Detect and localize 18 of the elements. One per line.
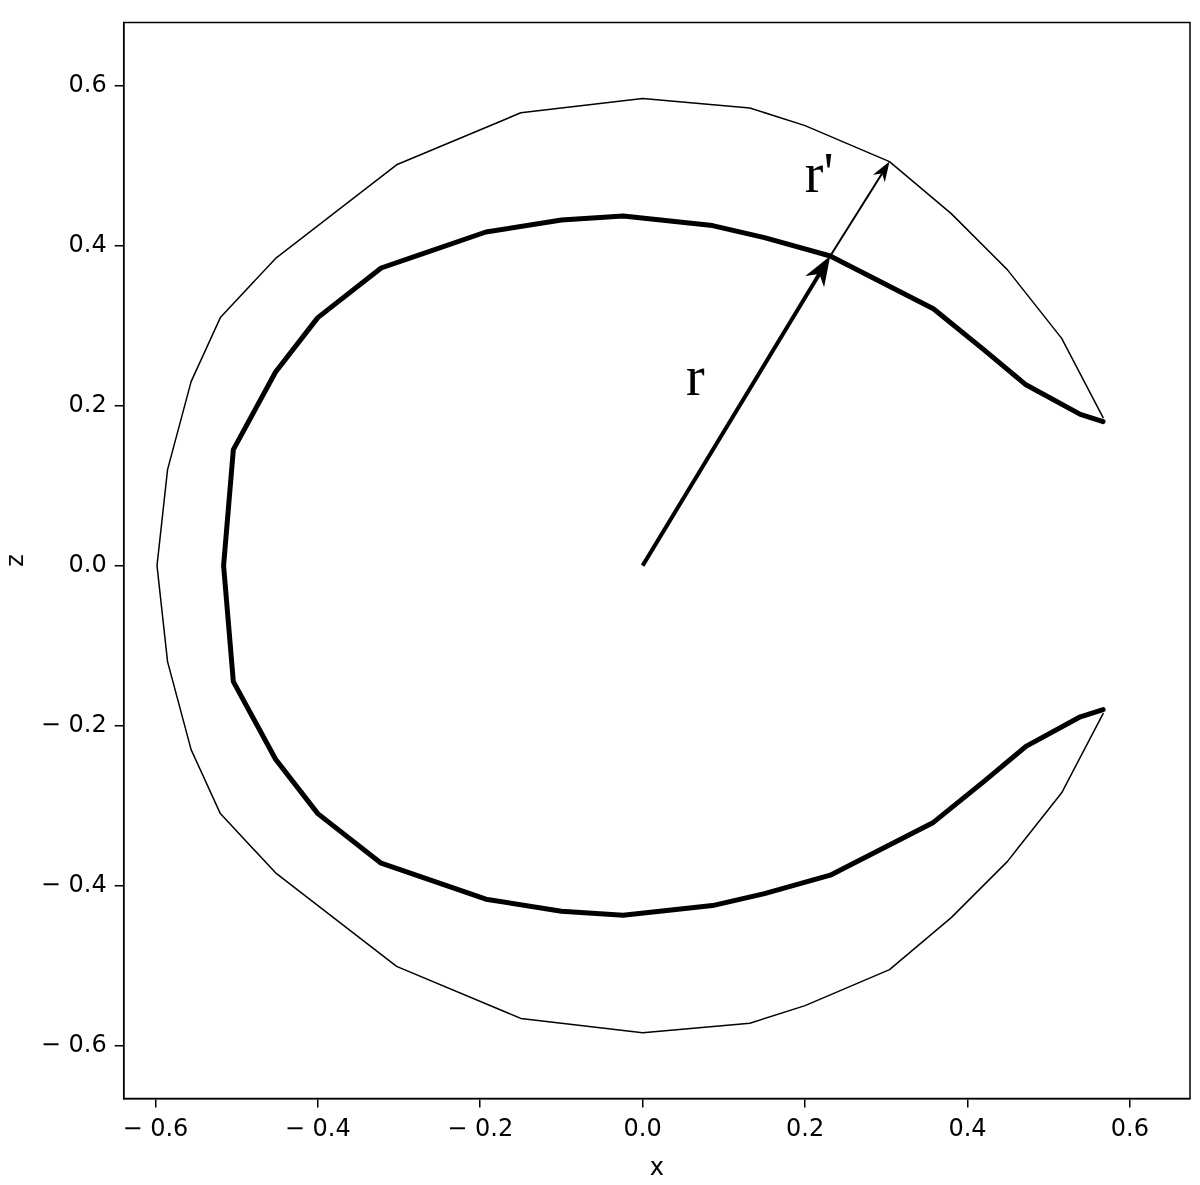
x-axis-title: x xyxy=(649,1152,664,1181)
x-tick-label: 0.4 xyxy=(948,1114,987,1143)
y-tick-label: 0.0 xyxy=(68,549,107,578)
y-tick-label: 0.2 xyxy=(68,389,107,418)
y-tick-label: − 0.2 xyxy=(40,709,107,738)
x-tick-label: 0.6 xyxy=(1110,1114,1149,1143)
y-tick-label: 0.6 xyxy=(68,69,107,98)
y-tick-label: 0.4 xyxy=(68,229,107,258)
x-tick-label: 0.0 xyxy=(623,1114,662,1143)
x-tick-label: − 0.6 xyxy=(122,1114,189,1143)
y-tick-label: − 0.6 xyxy=(40,1029,107,1058)
x-tick-label: − 0.4 xyxy=(284,1114,351,1143)
x-tick-label: − 0.2 xyxy=(447,1114,514,1143)
y-axis-title: z xyxy=(0,554,29,567)
y-tick-label: − 0.4 xyxy=(40,869,107,898)
x-tick-label: 0.2 xyxy=(785,1114,825,1143)
annotation: r' xyxy=(804,142,834,205)
annotation: r xyxy=(686,344,705,407)
